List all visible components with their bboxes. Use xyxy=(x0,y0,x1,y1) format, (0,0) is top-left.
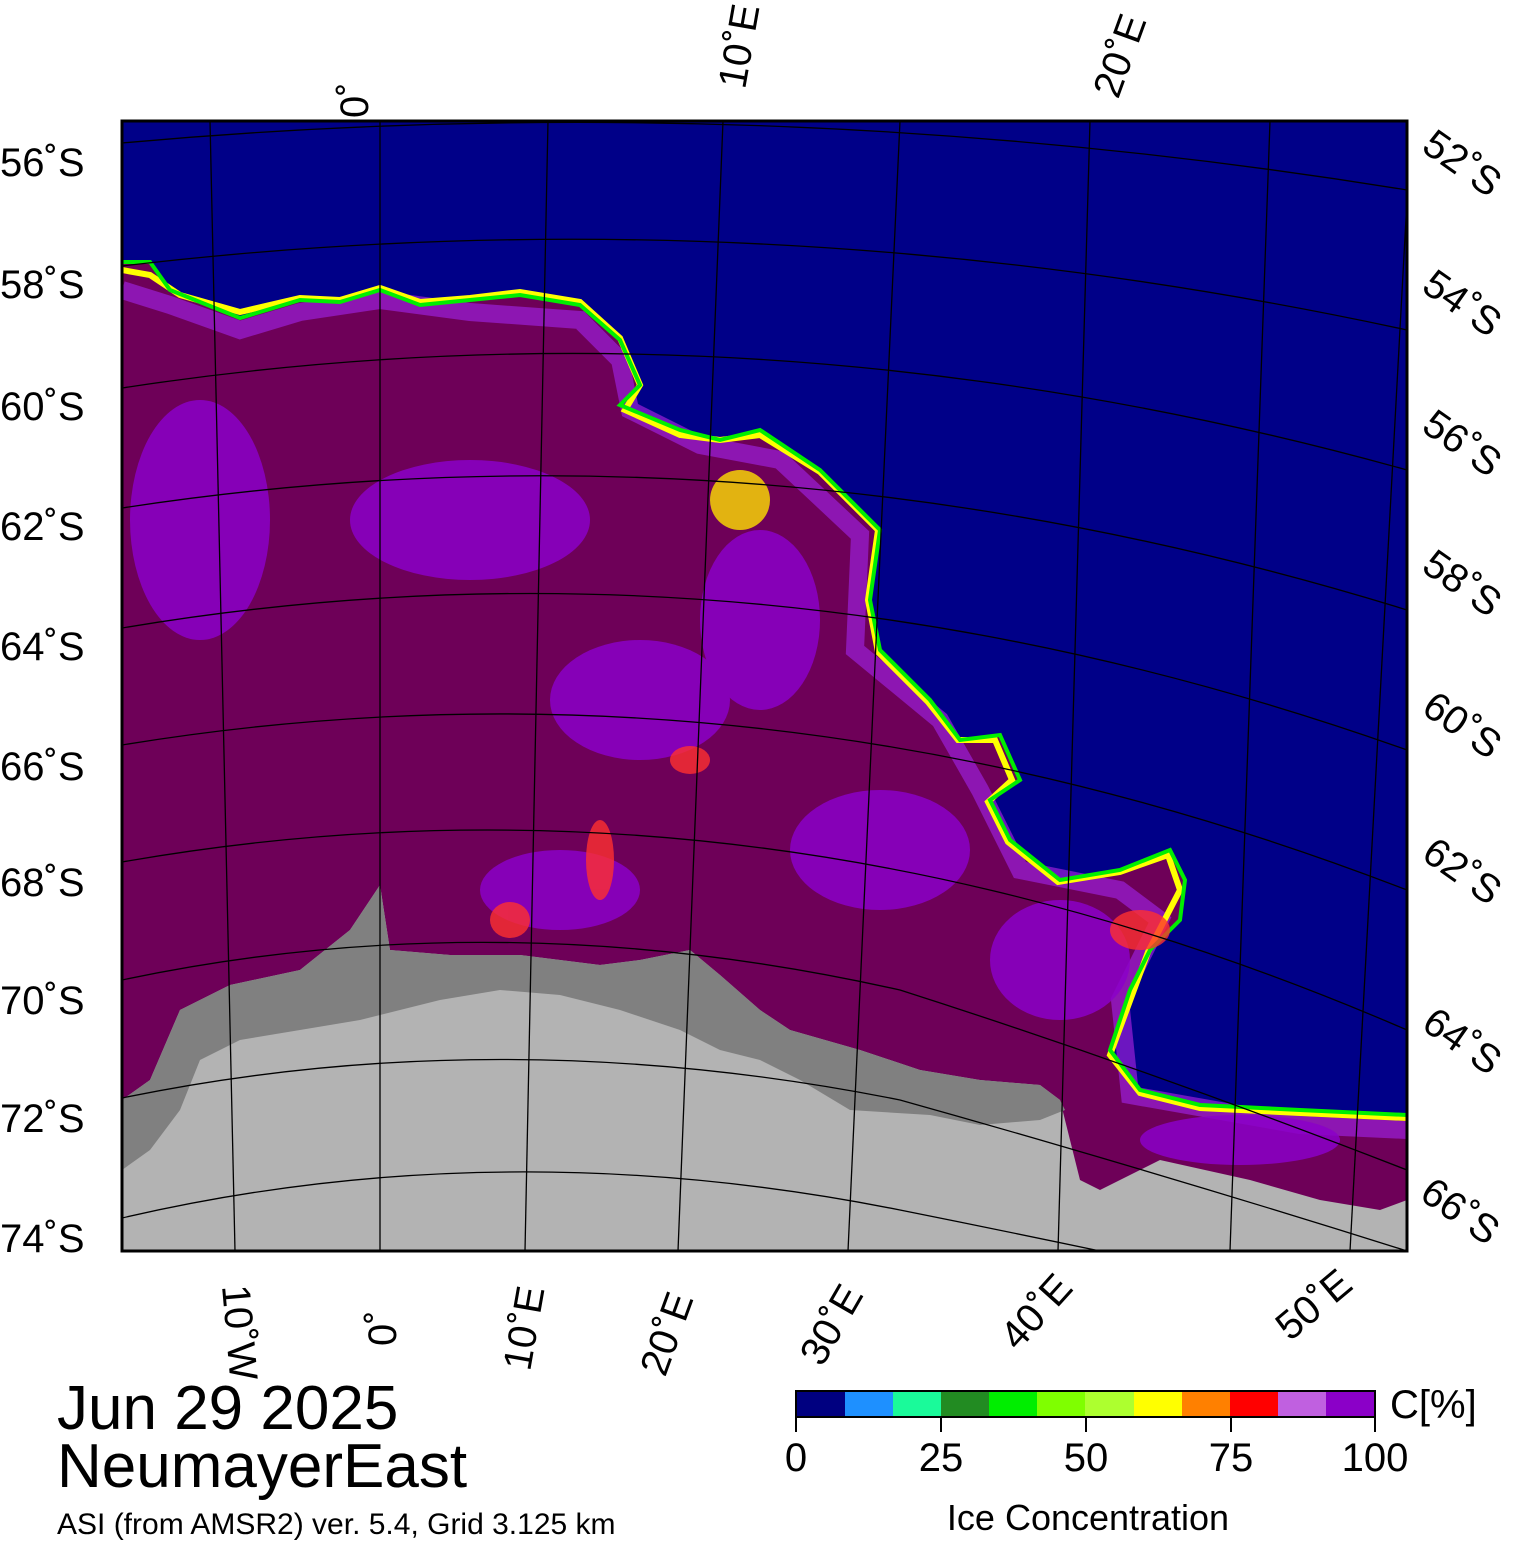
colorbar xyxy=(795,1390,1376,1418)
svg-text:20˚E: 20˚E xyxy=(632,1287,702,1381)
colorbar-segment xyxy=(1325,1392,1374,1416)
colorbar-title: Ice Concentration xyxy=(946,1497,1230,1538)
colorbar-tick-label: 50 xyxy=(1063,1436,1109,1480)
svg-text:58˚S: 58˚S xyxy=(0,263,85,307)
right-lat-labels: 52˚S 54˚S 56˚S 58˚S 60˚S 62˚S 64˚S 66˚S xyxy=(1413,121,1509,1254)
svg-text:0˚: 0˚ xyxy=(333,82,377,118)
colorbar-segment xyxy=(1277,1392,1326,1416)
map-frame xyxy=(120,119,1409,1253)
svg-text:30˚E: 30˚E xyxy=(792,1277,872,1372)
colorbar-segment xyxy=(1085,1392,1134,1416)
svg-text:52˚S: 52˚S xyxy=(1415,121,1509,206)
colorbar-segment xyxy=(989,1392,1038,1416)
svg-text:64˚S: 64˚S xyxy=(0,625,85,669)
svg-text:40˚E: 40˚E xyxy=(992,1266,1081,1358)
colorbar-tick-label: 75 xyxy=(1208,1436,1254,1480)
ice-shelf xyxy=(122,885,1065,1170)
svg-text:64˚S: 64˚S xyxy=(1415,999,1509,1084)
graticule xyxy=(122,121,1407,1251)
ice-concentration-patches xyxy=(130,400,1340,1165)
svg-text:54˚S: 54˚S xyxy=(1415,261,1509,346)
ice-low-concentration-streaks xyxy=(490,470,1170,950)
colorbar-tick xyxy=(1374,1418,1376,1432)
svg-text:10˚W: 10˚W xyxy=(213,1283,265,1382)
svg-text:58˚S: 58˚S xyxy=(1415,541,1509,626)
svg-text:20˚E: 20˚E xyxy=(1085,9,1155,103)
svg-text:60˚S: 60˚S xyxy=(0,385,85,429)
svg-text:60˚S: 60˚S xyxy=(1415,683,1509,768)
colorbar-tick-label: 0 xyxy=(784,1436,808,1480)
map-date: Jun 29 2025 xyxy=(57,1374,399,1443)
colorbar-tick-label: 100 xyxy=(1341,1436,1409,1480)
svg-text:70˚S: 70˚S xyxy=(0,979,85,1023)
colorbar-unit: C[%] xyxy=(1390,1383,1477,1427)
colorbar-segment xyxy=(1181,1392,1230,1416)
colorbar-segment xyxy=(1133,1392,1182,1416)
svg-text:56˚S: 56˚S xyxy=(0,141,85,185)
svg-text:72˚S: 72˚S xyxy=(0,1097,85,1141)
colorbar-segment xyxy=(1229,1392,1278,1416)
colorbar-tick xyxy=(1230,1418,1232,1432)
region-name: NeumayerEast xyxy=(57,1432,468,1501)
colorbar-segment xyxy=(1037,1392,1086,1416)
svg-text:74˚S: 74˚S xyxy=(0,1217,85,1261)
colorbar-tick xyxy=(795,1418,797,1432)
left-lat-labels: 56˚S 58˚S 60˚S 62˚S 64˚S 66˚S 68˚S 70˚S … xyxy=(0,141,85,1261)
svg-text:50˚E: 50˚E xyxy=(1268,1261,1361,1349)
svg-text:66˚S: 66˚S xyxy=(0,745,85,789)
svg-text:68˚S: 68˚S xyxy=(0,861,85,905)
bottom-lon-labels: 10˚W 0˚ 10˚E 20˚E 30˚E 40˚E 50˚E xyxy=(213,1261,1360,1382)
svg-text:56˚S: 56˚S xyxy=(1415,401,1509,486)
svg-text:10˚E: 10˚E xyxy=(711,1,769,92)
ice-edge-band xyxy=(122,281,1407,1139)
data-source-note: ASI (from AMSR2) ver. 5.4, Grid 3.125 km xyxy=(57,1508,616,1541)
svg-text:62˚S: 62˚S xyxy=(0,505,85,549)
colorbar-segment xyxy=(797,1392,846,1416)
colorbar-segment xyxy=(845,1392,894,1416)
svg-text:10˚E: 10˚E xyxy=(496,1283,554,1374)
svg-text:0˚: 0˚ xyxy=(361,1310,405,1346)
colorbar-tick xyxy=(1085,1418,1087,1432)
colorbar-segment xyxy=(941,1392,990,1416)
colorbar-tick xyxy=(940,1418,942,1432)
svg-text:62˚S: 62˚S xyxy=(1415,829,1509,914)
svg-text:66˚S: 66˚S xyxy=(1413,1169,1507,1254)
colorbar-tick-label: 25 xyxy=(918,1436,964,1480)
top-lon-labels: 0˚ 10˚E 20˚E xyxy=(333,1,1155,118)
colorbar-segment xyxy=(893,1392,942,1416)
